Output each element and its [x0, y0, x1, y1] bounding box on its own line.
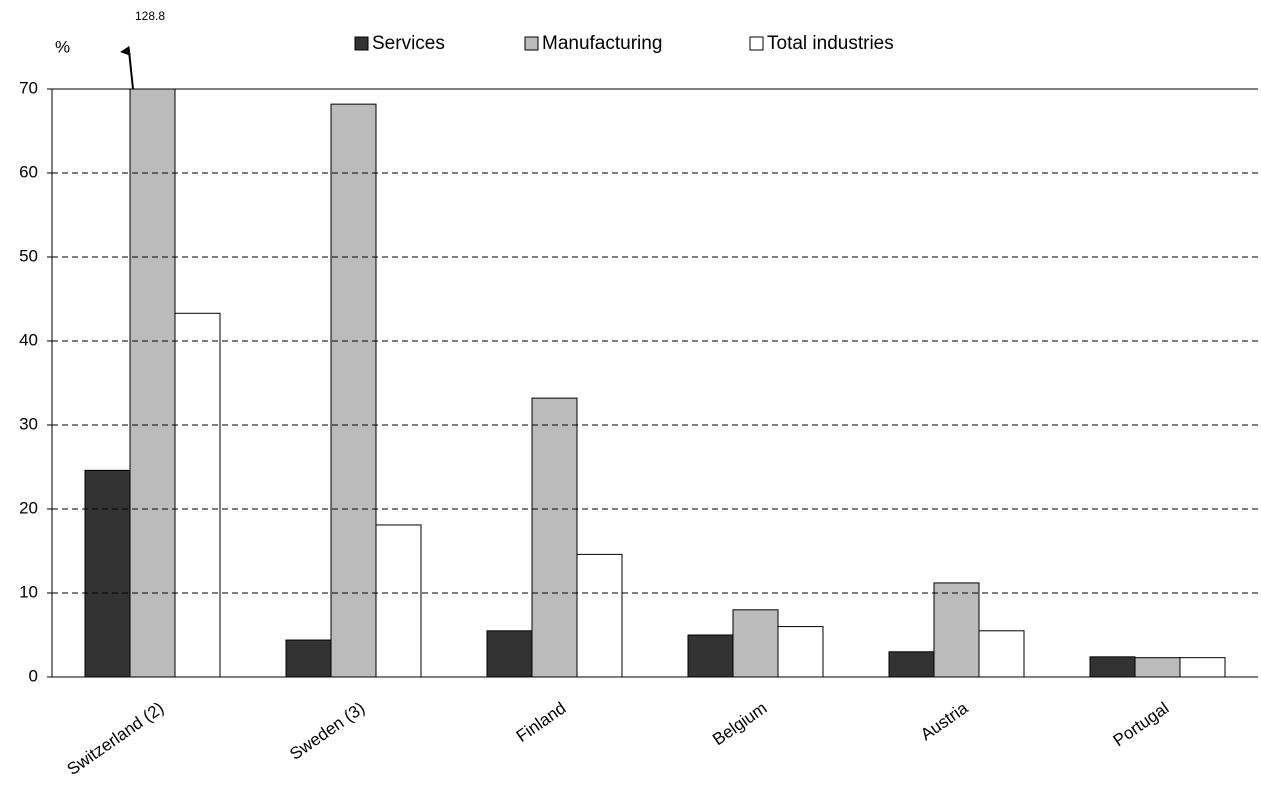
x-tick-label: Austria [917, 698, 972, 744]
y-tick-label: 0 [29, 666, 38, 685]
x-tick-label: Switzerland (2) [64, 698, 168, 779]
legend-label: Total industries [767, 33, 894, 54]
legend-label: Manufacturing [542, 33, 662, 54]
bar [531, 397, 578, 678]
legend-swatch [524, 36, 539, 51]
bar [84, 469, 131, 678]
y-tick-label: 20 [19, 498, 38, 517]
x-tick-label: Sweden (3) [286, 698, 368, 763]
data-label: 128.8 [135, 9, 165, 23]
y-tick-label: 50 [19, 246, 38, 265]
x-tick-label: Finland [513, 698, 570, 746]
bar [777, 626, 824, 678]
bar [687, 634, 734, 678]
x-tick-label: Belgium [709, 698, 770, 749]
bar [888, 651, 935, 678]
legend-swatch [354, 36, 369, 51]
bar [375, 524, 422, 678]
bar [129, 89, 176, 678]
bar [330, 103, 377, 678]
bar [978, 630, 1025, 678]
bar [285, 639, 332, 678]
y-tick-label: 70 [19, 78, 38, 97]
y-tick-label: 30 [19, 414, 38, 433]
y-tick-label: 40 [19, 330, 38, 349]
y-tick-label: 10 [19, 582, 38, 601]
bar [1134, 657, 1181, 678]
y-axis-label: % [55, 37, 70, 56]
legend-label: Services [372, 33, 445, 54]
bar [486, 630, 533, 678]
x-tick-label: Portugal [1110, 698, 1173, 750]
bar [1179, 657, 1226, 678]
bar [1089, 656, 1136, 678]
y-tick-label: 60 [19, 162, 38, 181]
bar [576, 553, 623, 678]
bar [732, 609, 779, 678]
bar [933, 582, 980, 678]
overflow-arrow [120, 45, 134, 90]
bar [174, 312, 221, 678]
legend-swatch [749, 36, 764, 51]
